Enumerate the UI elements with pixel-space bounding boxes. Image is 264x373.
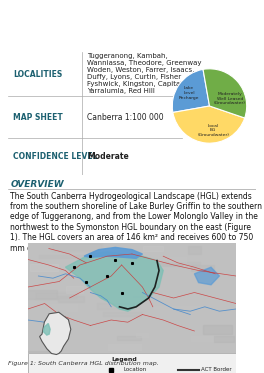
Text: Figure 1: South Canberra HGL distribution map.: Figure 1: South Canberra HGL distributio… [8, 361, 159, 367]
Bar [117, 336, 142, 340]
Bar [103, 312, 141, 317]
Bar [156, 263, 182, 266]
Bar [13, 290, 57, 299]
Bar [191, 336, 215, 341]
Bar [115, 298, 158, 306]
Polygon shape [65, 252, 163, 311]
Bar [48, 304, 77, 311]
Text: Lake
Level
Recharge: Lake Level Recharge [179, 87, 199, 100]
Text: The South Canberra Hydrogeological Landscape (HGL) extends from the southern sho: The South Canberra Hydrogeological Lands… [11, 192, 262, 253]
Bar [133, 296, 147, 300]
Bar [20, 311, 64, 316]
Bar [35, 292, 77, 299]
Bar [220, 276, 233, 280]
Bar [214, 336, 234, 342]
Bar [30, 264, 58, 271]
Text: Local
BG
(Groundwater): Local BG (Groundwater) [197, 123, 229, 137]
Bar [143, 245, 163, 251]
Polygon shape [40, 312, 71, 354]
Bar [169, 257, 186, 263]
Bar [188, 246, 201, 254]
Text: Moderate: Moderate [87, 152, 129, 161]
Text: MAP SHEET: MAP SHEET [13, 113, 63, 122]
Text: 22. South Canberra Hydrogeological
Landscape: 22. South Canberra Hydrogeological Lands… [12, 16, 252, 44]
Bar [8, 340, 48, 346]
Wedge shape [173, 106, 245, 143]
Bar [25, 351, 50, 353]
Text: Tuggeranong, Kambah,
Wanniassa, Theodore, Greenway
Woden, Weston, Farrer, Isaacs: Tuggeranong, Kambah, Wanniassa, Theodore… [87, 53, 202, 94]
Bar [52, 243, 102, 251]
Text: LOCALITIES: LOCALITIES [13, 70, 62, 79]
Polygon shape [44, 323, 50, 335]
Bar [154, 306, 202, 309]
Bar [202, 325, 232, 334]
Bar [58, 296, 83, 302]
Text: OVERVIEW: OVERVIEW [11, 180, 64, 189]
Wedge shape [172, 69, 210, 113]
Polygon shape [84, 247, 142, 258]
Bar [158, 261, 200, 264]
Text: ACT Border: ACT Border [201, 367, 231, 372]
Bar [108, 344, 141, 350]
Bar [191, 266, 214, 272]
Bar [107, 264, 147, 267]
Text: Location: Location [124, 367, 147, 372]
Text: Legend: Legend [111, 357, 137, 362]
Bar [97, 303, 134, 309]
Bar [39, 255, 87, 258]
Text: CONFIDENCE LEVEL: CONFIDENCE LEVEL [13, 152, 97, 161]
Bar [66, 286, 83, 294]
Polygon shape [194, 267, 219, 285]
Wedge shape [203, 69, 247, 118]
Text: Canberra 1:100 000: Canberra 1:100 000 [87, 113, 164, 122]
Text: Moderately
Well Leased
(Groundwater): Moderately Well Leased (Groundwater) [214, 92, 246, 105]
Bar [136, 333, 148, 337]
